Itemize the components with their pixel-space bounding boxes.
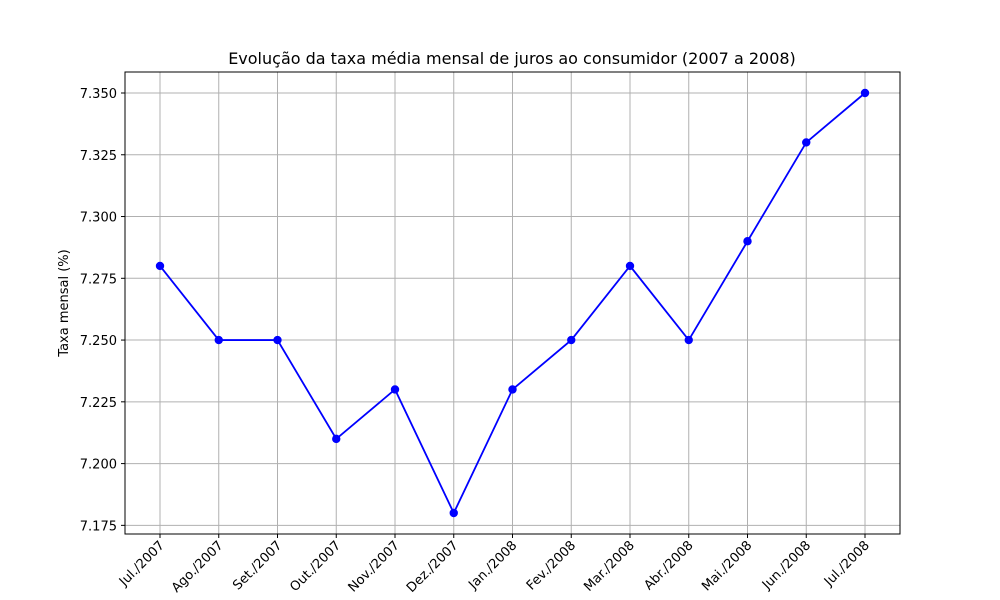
data-point bbox=[508, 385, 517, 394]
data-point bbox=[155, 261, 165, 271]
data-point bbox=[449, 508, 458, 518]
series-layer bbox=[155, 88, 870, 518]
data-point bbox=[860, 88, 870, 98]
y-tick-label: 7.225 bbox=[80, 396, 117, 411]
y-tick-label: 7.200 bbox=[80, 458, 117, 473]
data-point bbox=[390, 385, 400, 394]
data-point bbox=[625, 261, 635, 271]
data-point bbox=[743, 237, 752, 246]
data-point bbox=[684, 335, 693, 345]
y-tick-label: 7.175 bbox=[80, 519, 117, 534]
grid bbox=[125, 72, 900, 534]
y-axis: 7.175 7.200 7.225 7.250 7.275 7.300 7.325 7.350 bbox=[80, 87, 125, 534]
data-point bbox=[273, 335, 282, 345]
y-tick-label: 7.300 bbox=[80, 211, 117, 226]
y-tick-label: 7.325 bbox=[80, 149, 117, 164]
chart-title: Evolução da taxa média mensal de juros a… bbox=[228, 49, 796, 68]
data-point bbox=[567, 335, 576, 345]
y-axis-label: Taxa mensal (%) bbox=[57, 249, 72, 357]
y-tick-label: 7.250 bbox=[80, 334, 117, 349]
data-point bbox=[214, 335, 223, 345]
data-point bbox=[332, 434, 341, 444]
y-tick-label: 7.350 bbox=[80, 87, 117, 102]
y-tick-label: 7.275 bbox=[80, 272, 117, 287]
data-point bbox=[802, 138, 811, 147]
